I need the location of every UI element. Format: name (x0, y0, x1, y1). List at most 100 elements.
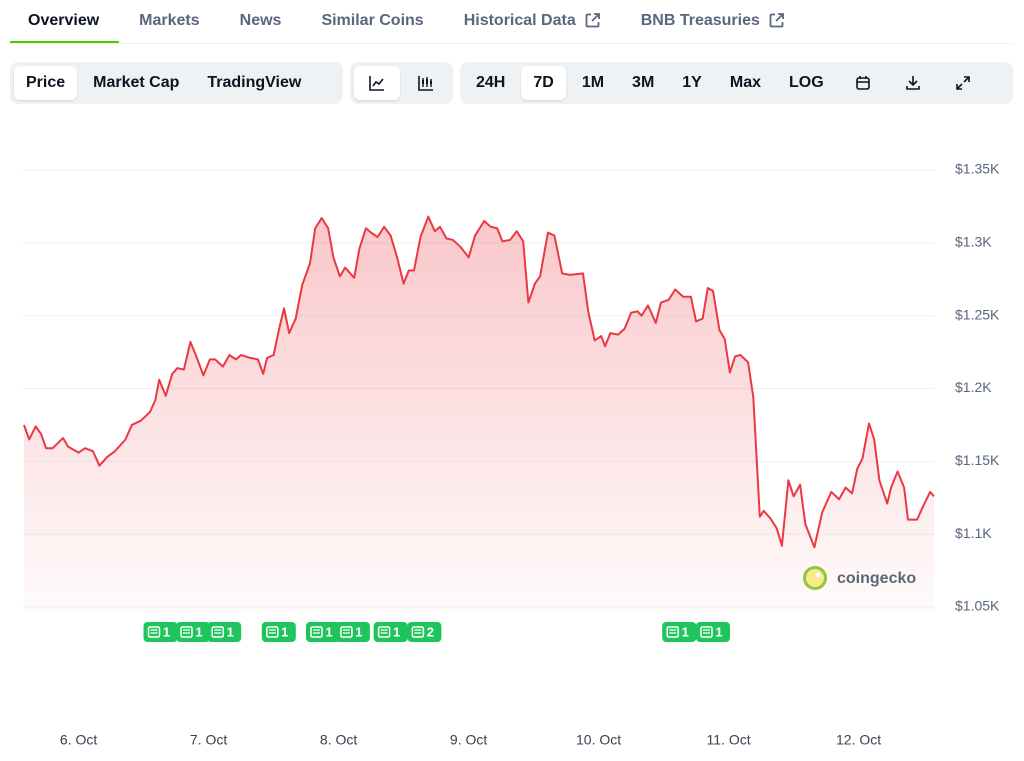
news-count: 1 (682, 624, 689, 639)
range-button-label: 1Y (682, 74, 702, 91)
range-button[interactable]: Max (718, 66, 773, 100)
external-icon-arrow (591, 13, 600, 22)
external-icon-box (769, 13, 784, 28)
news-marker[interactable]: 1 (207, 622, 242, 642)
tab-label: Similar Coins (321, 11, 424, 29)
news-icon (411, 626, 425, 638)
news-icon-lines (380, 629, 388, 634)
divider (10, 43, 1014, 44)
news-icon-lines (268, 629, 276, 634)
x-tick-label: 10. Oct (576, 732, 621, 748)
view-button[interactable]: Market Cap (81, 66, 191, 100)
view-button-label: TradingView (207, 74, 302, 91)
calendar-button[interactable] (840, 66, 886, 100)
logo-inner (806, 569, 824, 587)
news-icon (211, 626, 224, 638)
logo-eye (815, 572, 821, 578)
tab-label: News (239, 11, 282, 29)
plot (23, 215, 935, 613)
y-tick-label: $1.15K (955, 452, 1000, 468)
x-tick-label: 11. Oct (707, 732, 751, 748)
y-tick-label: $1.35K (955, 161, 1000, 177)
news-icon-lines (183, 629, 190, 634)
news-count: 1 (281, 624, 288, 639)
news-marker[interactable]: 1 (143, 622, 178, 642)
watermark: coingecko (803, 566, 916, 590)
view-button[interactable]: TradingView (195, 66, 313, 100)
range-group: 24H 7D 1M 3M 1Y Max LOG (460, 62, 1013, 104)
news-icon (147, 626, 161, 638)
tab-bar: Overview Markets News Similar Coins Historic… (10, 0, 805, 43)
y-tick-label: $1.1K (955, 525, 992, 541)
y-tick-label: $1.25K (955, 306, 1000, 322)
x-axis: 6. Oct 7. Oct 8. Oct 9. Oct 10. Oct 11. Oct 12… (60, 732, 881, 748)
news-icon (377, 626, 391, 638)
range-button[interactable]: 3M (620, 66, 666, 100)
news-marker[interactable]: 1 (306, 622, 340, 642)
style-group (350, 62, 453, 104)
candle-chart-button[interactable] (404, 66, 450, 100)
range-button[interactable]: LOG (777, 66, 836, 100)
tab[interactable]: Historical Data (444, 0, 621, 43)
line-icon (368, 76, 384, 91)
news-icon (340, 626, 353, 638)
x-tick-label: 12. Oct (836, 732, 881, 748)
external-icon-box (585, 13, 600, 28)
tab-label: Overview (28, 11, 100, 29)
external-icon (585, 13, 600, 28)
news-marker[interactable]: 1 (373, 622, 408, 642)
external-icon-arrow (775, 13, 784, 22)
range-button[interactable]: 24H (464, 66, 517, 100)
news-count: 2 (427, 624, 434, 639)
tab[interactable]: Similar Coins (301, 0, 443, 43)
news-count: 1 (227, 624, 234, 639)
news-marker[interactable]: 1 (261, 622, 296, 642)
news-marker[interactable]: 2 (407, 622, 442, 642)
news-marker[interactable]: 1 (662, 622, 697, 642)
tab[interactable]: Markets (119, 0, 219, 43)
news-marker[interactable]: 1 (335, 622, 370, 642)
area-fill (24, 216, 934, 613)
news-icon (180, 626, 193, 638)
candle-icon (418, 76, 434, 91)
tab[interactable]: BNB Treasuries (621, 0, 805, 43)
range-list: 24H 7D 1M 3M 1Y Max LOG (464, 66, 836, 100)
news-icon (666, 626, 679, 638)
y-tick-label: $1.3K (955, 234, 992, 250)
range-button-label: 1M (581, 74, 605, 91)
x-tick-label: 8. Oct (320, 732, 357, 748)
line-chart-button[interactable] (354, 66, 400, 100)
news-icon (310, 626, 323, 638)
news-marker[interactable]: 1 (696, 622, 730, 642)
download-button[interactable] (890, 66, 936, 100)
expand-icon (955, 76, 970, 90)
watermark-text: coingecko (837, 570, 916, 587)
range-button[interactable]: 7D (521, 66, 566, 100)
fullscreen-button[interactable] (940, 66, 986, 100)
view-button[interactable]: Price (14, 66, 78, 100)
news-count: 1 (325, 624, 332, 639)
x-tick-label: 9. Oct (450, 732, 487, 748)
view-button-label: Market Cap (93, 74, 180, 91)
news-icon-lines (703, 629, 710, 634)
news-count: 1 (355, 624, 362, 639)
news-icon-lines (414, 629, 422, 634)
range-button-label: 24H (476, 74, 506, 91)
view-group: Price Market Cap TradingView (10, 62, 343, 104)
range-button-label: 7D (533, 74, 554, 91)
news-icon-lines (669, 629, 677, 634)
tab[interactable]: Overview (10, 0, 120, 43)
calendar-icon (855, 76, 870, 90)
range-button-label: Max (729, 74, 761, 91)
range-button[interactable]: 1M (570, 66, 616, 100)
news-count: 1 (195, 624, 202, 639)
price-line (23, 215, 935, 549)
news-count: 1 (163, 624, 170, 639)
range-button[interactable]: 1Y (670, 66, 714, 100)
tab[interactable]: News (220, 0, 302, 43)
news-icon-lines (150, 629, 158, 634)
news-marker[interactable]: 1 (176, 622, 210, 642)
